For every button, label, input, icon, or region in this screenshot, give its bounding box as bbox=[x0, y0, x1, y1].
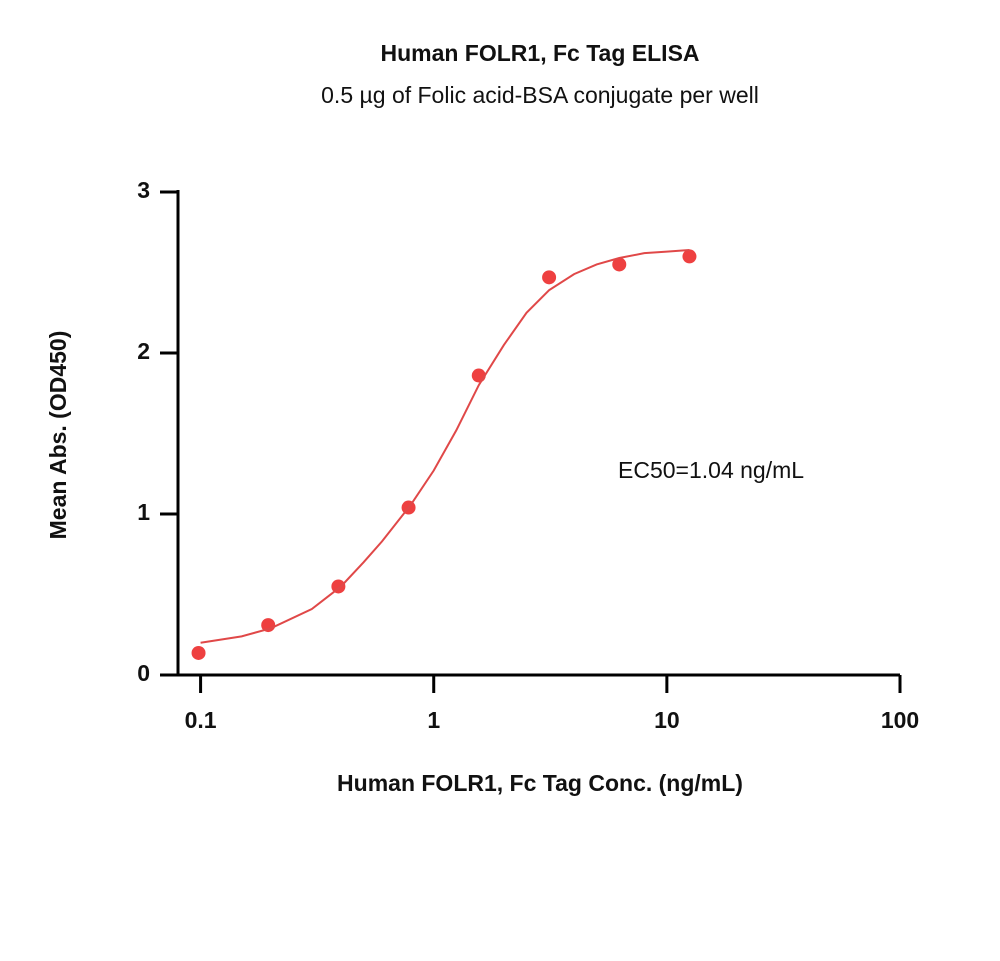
data-point bbox=[191, 645, 206, 660]
chart-title: Human FOLR1, Fc Tag ELISA bbox=[380, 40, 699, 66]
y-tick-label: 2 bbox=[137, 338, 150, 364]
x-tick-label: 1 bbox=[427, 707, 440, 733]
x-tick-label: 0.1 bbox=[185, 707, 217, 733]
fit-curve bbox=[200, 248, 690, 644]
chart-subtitle: 0.5 µg of Folic acid-BSA conjugate per w… bbox=[321, 82, 759, 108]
x-tick-label: 10 bbox=[654, 707, 680, 733]
x-axis-title: Human FOLR1, Fc Tag Conc. (ng/mL) bbox=[337, 770, 743, 796]
y-tick-label: 1 bbox=[137, 499, 150, 525]
y-tick-label: 3 bbox=[137, 177, 150, 203]
data-point bbox=[542, 270, 557, 285]
data-point bbox=[682, 249, 697, 264]
annotation: EC50=1.04 ng/mL bbox=[618, 457, 804, 483]
y-axis-title: Mean Abs. (OD450) bbox=[45, 331, 71, 540]
x-tick-label: 100 bbox=[881, 707, 919, 733]
y-tick-label: 0 bbox=[137, 660, 150, 686]
data-point bbox=[612, 257, 627, 272]
